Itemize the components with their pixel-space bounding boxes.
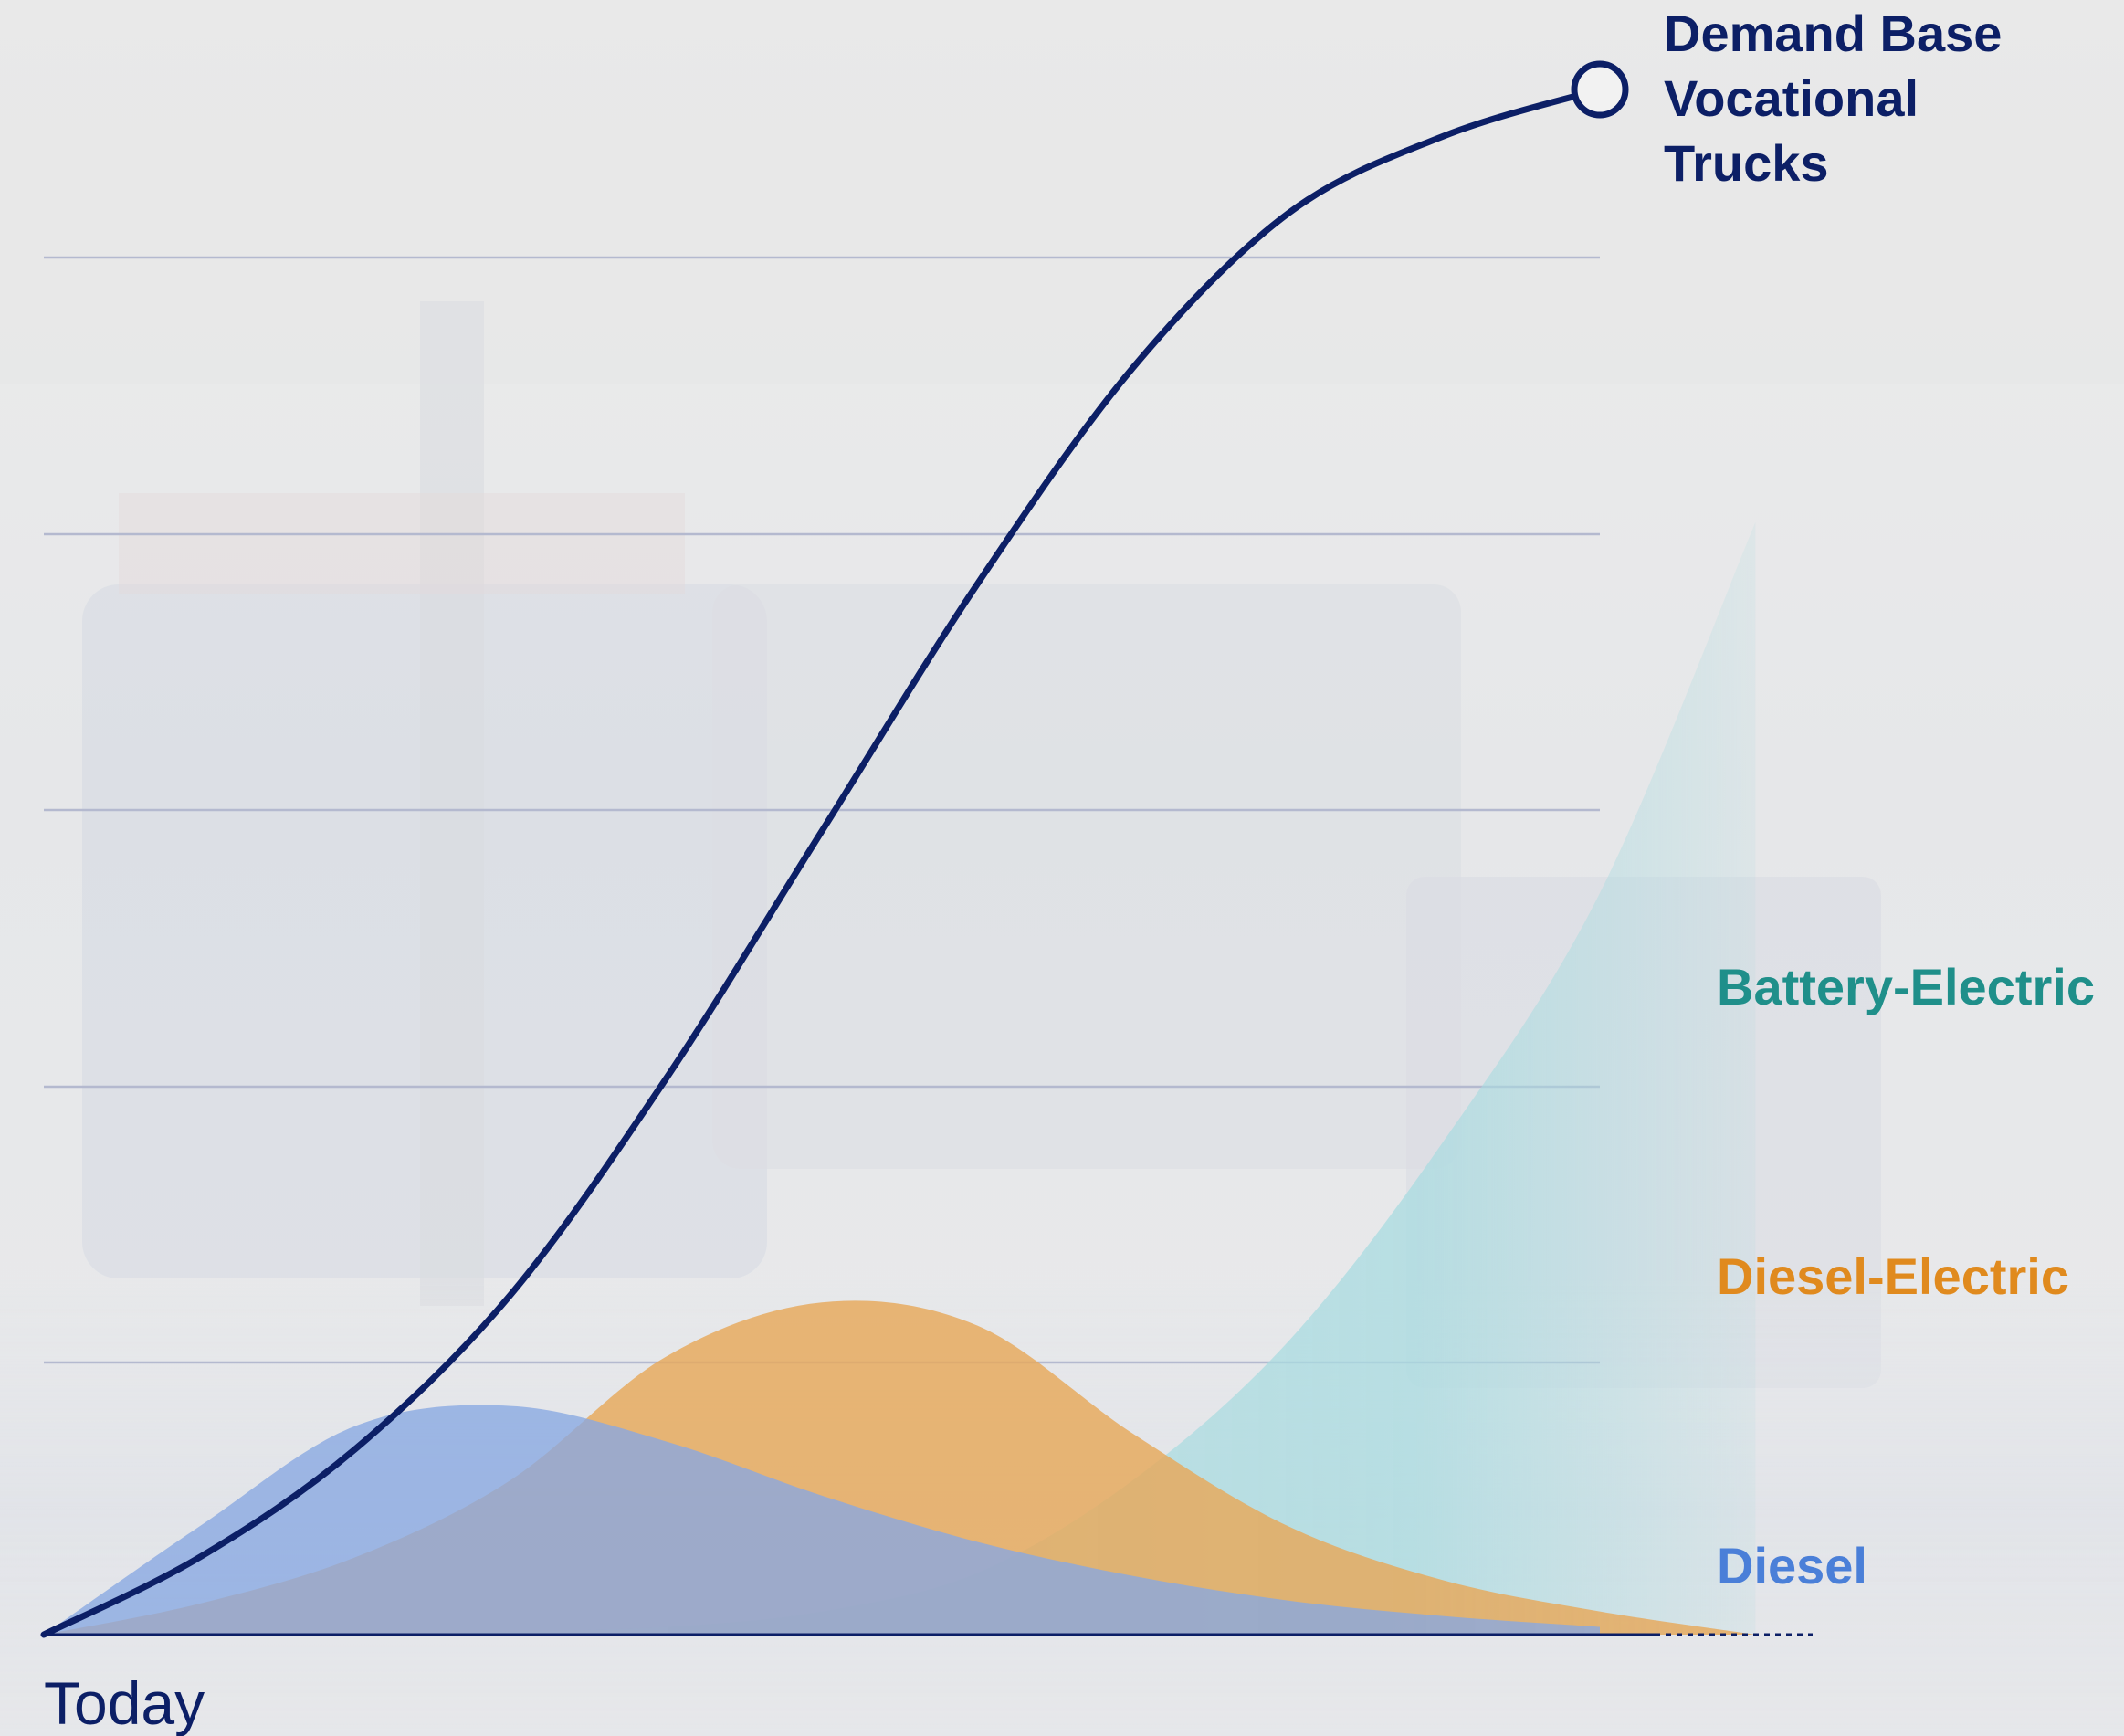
series-label-battery-electric: Battery-Electric: [1717, 958, 2095, 1015]
area-battery-electric: [44, 521, 1756, 1636]
series-label-demand-line-3: Trucks: [1664, 134, 1829, 192]
area-diesel: [44, 1405, 1600, 1635]
line-demand-base-vocational-trucks: [40, 86, 1604, 1638]
series-label-demand-line-2: Vocational: [1664, 69, 1919, 127]
series-label-diesel-electric: Diesel-Electric: [1717, 1247, 2069, 1305]
x-axis-start-label: Today: [44, 1669, 205, 1736]
line-endpoint-marker: [1571, 60, 1629, 119]
series-label-demand-line-1: Demand Base: [1664, 5, 2002, 62]
chart-lines: [40, 60, 1629, 1638]
chart-areas: [44, 521, 1756, 1636]
series-label-diesel: Diesel: [1717, 1537, 1867, 1594]
chart-labels: Demand Base Vocational Trucks Battery-Elect…: [44, 5, 2095, 1736]
